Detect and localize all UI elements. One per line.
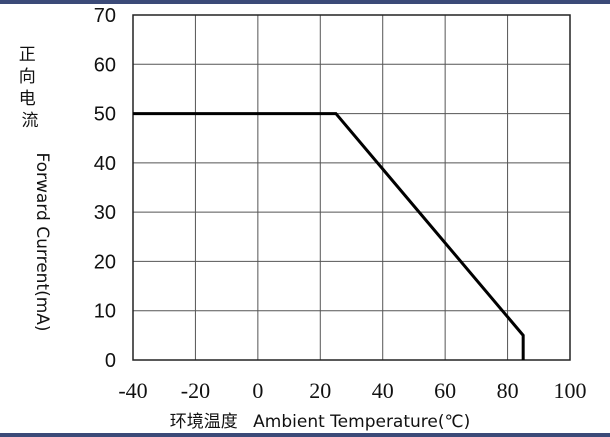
bottom-border-bar xyxy=(0,433,610,437)
y-tick-label: 30 xyxy=(94,202,116,224)
y-tick-label: 0 xyxy=(105,350,116,372)
x-axis-label-cn: 环境温度 xyxy=(170,412,238,432)
y-axis-label-cn: 正 向 电 流 xyxy=(19,45,41,131)
x-axis-label-en: Ambient Temperature(℃) xyxy=(253,412,470,432)
series-layer xyxy=(133,112,525,360)
plot-area-border xyxy=(132,14,571,361)
series-line xyxy=(133,112,525,360)
y-axis-label-cn-char: 正 xyxy=(19,45,36,65)
y-tick-label: 10 xyxy=(94,301,116,323)
x-tick-label: 0 xyxy=(252,378,263,403)
y-tick-label: 20 xyxy=(94,251,116,273)
x-tick-label: 20 xyxy=(309,378,331,403)
y-tick-label: 60 xyxy=(94,54,116,76)
x-tick-labels: -40 -20 0 20 40 60 80 100 xyxy=(118,378,586,403)
x-tick-label: 40 xyxy=(372,378,394,403)
x-tick-label: -20 xyxy=(181,378,210,403)
y-tick-label: 70 xyxy=(94,5,116,27)
y-axis-label-cn-char: 向 xyxy=(19,67,36,87)
y-axis-label-cn-char: 流 xyxy=(22,111,39,131)
x-axis-label: 环境温度 Ambient Temperature(℃) xyxy=(170,412,470,432)
y-axis-label-cn-char: 电 xyxy=(19,89,36,109)
y-tick-label: 50 xyxy=(94,104,116,126)
grid-layer xyxy=(132,14,571,361)
y-tick-label: 40 xyxy=(94,153,116,175)
top-border-bar xyxy=(0,0,610,4)
y-tick-labels: 0 10 20 30 40 50 60 70 xyxy=(94,5,116,372)
x-tick-label: 60 xyxy=(434,378,456,403)
x-tick-label: -40 xyxy=(118,378,147,403)
y-axis-label-en: Forward Current(mA) xyxy=(32,152,52,331)
x-tick-label: 100 xyxy=(554,378,587,403)
x-tick-label: 80 xyxy=(497,378,519,403)
